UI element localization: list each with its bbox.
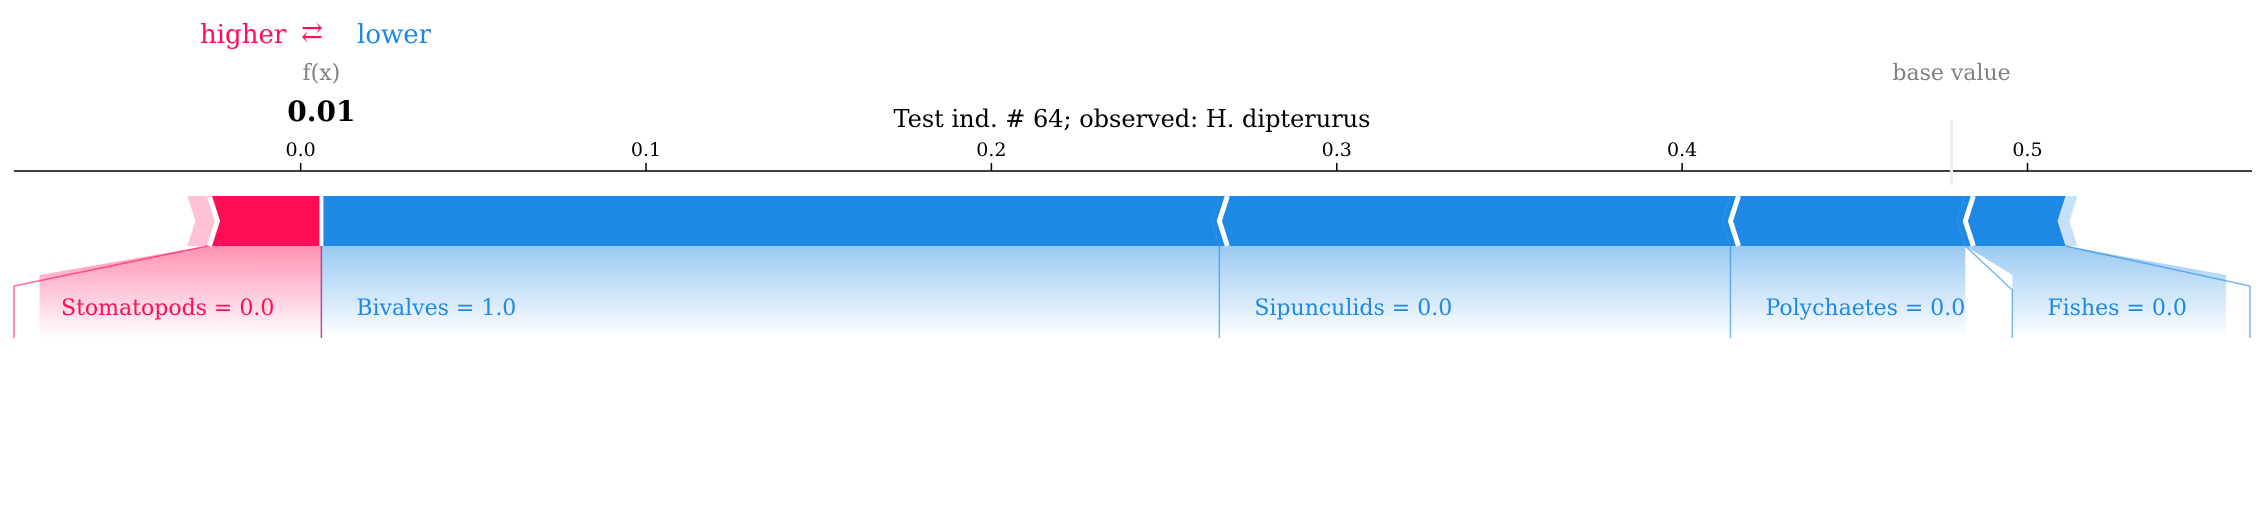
axis-tick-label: 0.3: [1322, 139, 1352, 161]
label-connector: [1964, 245, 2013, 291]
segment-separator: [1216, 195, 1230, 247]
end-arrow: [2057, 196, 2078, 246]
chart-title: Test ind. # 64; observed: H. dipterurus: [894, 105, 1371, 133]
label-gradient: [1730, 246, 1966, 338]
feature-label: Polychaetes = 0.0: [1765, 296, 1965, 321]
segment-separator: [207, 195, 221, 247]
force-bar-segment: [207, 196, 322, 246]
force-bar-segment: [1722, 196, 1966, 246]
axis-tick-label: 0.5: [2012, 139, 2042, 161]
feature-label: Sipunculids = 0.0: [1254, 296, 1452, 321]
force-bars: [187, 195, 2078, 247]
end-arrow: [187, 196, 216, 246]
label-gradient: [39, 246, 322, 338]
axis-tick-label: 0.0: [286, 139, 316, 161]
feature-label: Fishes = 0.0: [2047, 296, 2186, 321]
legend-arrow-icon: ⇄: [301, 18, 323, 48]
axis-tick-label: 0.2: [976, 139, 1006, 161]
output-value: 0.01: [287, 95, 355, 128]
label-connector: [2065, 245, 2251, 287]
label-gradient: [321, 246, 1220, 338]
feature-labels: Bivalves = 1.0 Sipunculids = 0.0 Polychaet…: [13, 245, 2251, 338]
label-gradient: [1965, 246, 2227, 338]
axis-tick-label: 0.1: [631, 139, 661, 161]
base-value-label: base value: [1892, 61, 2010, 86]
force-bar-segment: [1211, 196, 1731, 246]
label-gradients: [39, 246, 2227, 338]
label-connector: [13, 245, 208, 287]
force-bar-segment: [1957, 196, 2066, 246]
axis-tick-label: 0.4: [1667, 139, 1697, 161]
legend-higher-label: higher: [200, 20, 287, 50]
legend-lower-label: lower: [357, 20, 432, 50]
label-gradient: [1219, 246, 1731, 338]
segment-separator: [1962, 195, 1976, 247]
x-axis: 0.0 0.1 0.2 0.3 0.4 0.5: [14, 120, 2252, 185]
feature-label: Stomatopods = 0.0: [61, 296, 274, 321]
output-label: f(x): [303, 61, 341, 86]
force-bar-segment: [321, 196, 1220, 246]
segment-separator: [1727, 195, 1741, 247]
feature-label: Bivalves = 1.0: [356, 296, 516, 321]
